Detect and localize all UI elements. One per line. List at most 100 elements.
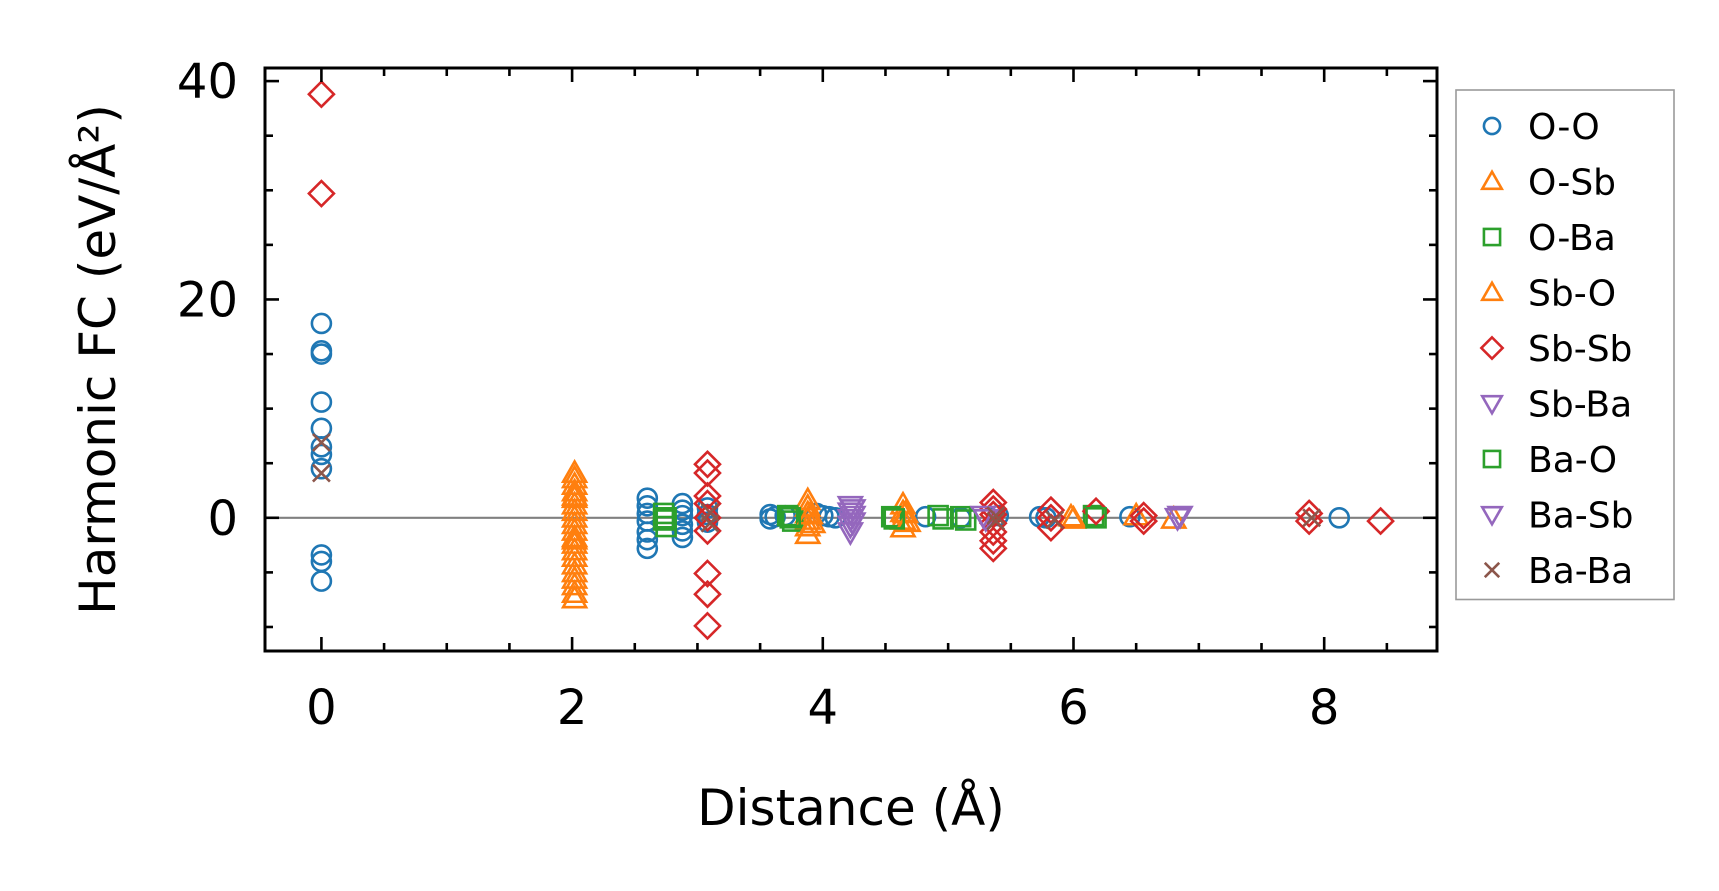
data-point: [764, 505, 786, 528]
data-point: [986, 506, 1006, 526]
legend-label: Ba-O: [1528, 440, 1617, 481]
legend-marker: [1482, 449, 1502, 469]
data-point: [1045, 510, 1065, 530]
data-point: [927, 504, 949, 527]
data-point: [779, 507, 802, 529]
data-point: [693, 516, 722, 546]
x-tick-label: 6: [1058, 680, 1089, 736]
series-o-o: [310, 312, 1351, 592]
series-o-ba: [652, 502, 1105, 538]
data-point: [883, 508, 906, 530]
x-tick-label: 4: [808, 680, 839, 736]
data-point: [954, 509, 977, 531]
legend-entry: Ba-Sb: [1479, 496, 1633, 537]
plot-frame: [263, 66, 1439, 653]
data-point: [799, 509, 827, 534]
y-tick-label: 20: [177, 272, 238, 328]
data-point: [1328, 507, 1351, 529]
legend-label: Sb-O: [1528, 274, 1616, 315]
data-point: [693, 449, 722, 479]
x-tick-label: 8: [1309, 680, 1340, 736]
y-tick-label: 0: [207, 491, 238, 547]
x-axis-title: Distance (Å): [697, 779, 1005, 837]
data-point: [560, 481, 589, 506]
y-tick-label: 40: [177, 54, 238, 110]
legend-label: O-O: [1528, 107, 1600, 148]
data-point: [307, 179, 336, 208]
legend-entry: Sb-O: [1479, 274, 1616, 315]
data-point: [636, 528, 659, 551]
data-point: [693, 579, 722, 609]
x-tick-label: 2: [557, 680, 588, 736]
data-point: [1085, 507, 1107, 529]
data-point: [671, 526, 694, 549]
data-point: [1129, 501, 1159, 530]
legend-label: O-Ba: [1528, 218, 1616, 259]
legend-entry: Ba-O: [1482, 440, 1617, 481]
data-point: [1302, 508, 1322, 528]
data-point: [839, 505, 867, 530]
legend-label: Ba-Ba: [1528, 551, 1633, 592]
series-ba-sb: [839, 499, 1194, 537]
data-point: [693, 611, 722, 641]
data-point: [560, 558, 589, 583]
data-point: [560, 584, 589, 609]
data-point: [1294, 499, 1324, 528]
legend-marker: [1483, 561, 1501, 579]
legend-marker: [1482, 227, 1502, 247]
data-point: [636, 487, 659, 509]
legend-marker: [1479, 505, 1505, 527]
data-point: [310, 436, 333, 458]
data-point: [310, 544, 333, 566]
data-point: [1166, 505, 1194, 530]
data-point: [310, 443, 333, 466]
data-point: [636, 537, 659, 560]
data-point: [781, 510, 804, 532]
legend: O-O O-Sb O-Ba Sb-O Sb-Sb Sb-Ba Ba-O Ba-Sb Ba-Ba: [1455, 89, 1675, 601]
series-ba-o: [655, 507, 1107, 531]
data-point: [1294, 506, 1324, 536]
legend-entry: Ba-Ba: [1483, 551, 1633, 592]
data-point: [310, 343, 333, 365]
legend-marker: [1479, 280, 1505, 302]
data-point: [978, 494, 1008, 524]
legend-entry: O-O: [1482, 107, 1600, 148]
data-point: [1129, 506, 1159, 536]
data-point: [311, 433, 331, 452]
data-point: [655, 507, 677, 529]
data-point: [310, 391, 333, 413]
data-point: [310, 312, 333, 335]
data-point: [949, 505, 972, 528]
data-point: [560, 579, 589, 604]
legend-label: Ba-Sb: [1528, 496, 1633, 537]
data-point: [560, 571, 589, 596]
legend-entry: Sb-Sb: [1479, 329, 1632, 370]
data-point: [839, 499, 867, 524]
x-tick-label: 0: [306, 680, 337, 736]
data-point: [932, 508, 954, 530]
legend-marker: [1479, 335, 1505, 361]
data-point: [671, 520, 694, 542]
data-point: [914, 505, 937, 528]
data-point: [894, 508, 922, 533]
data-point: [986, 511, 1006, 531]
legend-marker: [1479, 394, 1505, 416]
legend-entry: O-Ba: [1482, 218, 1616, 259]
data-point: [891, 499, 920, 524]
data-point: [1160, 504, 1188, 529]
data-point: [1366, 506, 1395, 536]
legend-entry: O-Sb: [1479, 163, 1616, 204]
data-point: [700, 513, 720, 533]
data-point: [307, 79, 336, 109]
data-point: [1059, 504, 1088, 529]
legend-label: Sb-Sb: [1528, 329, 1632, 370]
data-point: [693, 458, 722, 488]
data-point: [839, 512, 867, 537]
legend-label: Sb-Ba: [1528, 385, 1632, 426]
data-point: [560, 525, 589, 550]
data-point: [636, 494, 659, 517]
data-point: [776, 504, 799, 527]
y-axis-title: Harmonic FC (eV/Å²): [69, 104, 127, 615]
data-point: [693, 559, 722, 588]
